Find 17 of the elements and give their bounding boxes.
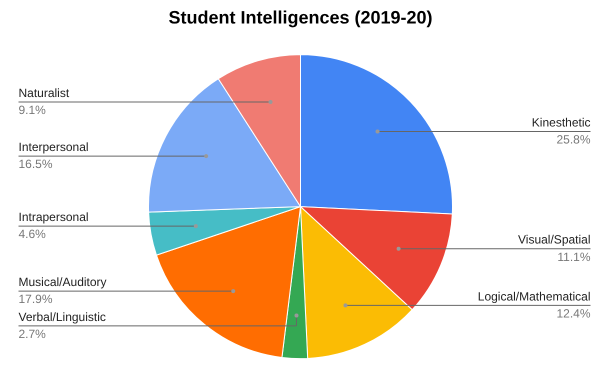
slice-label: Visual/Spatial [518,232,591,247]
chart-title: Student Intelligences (2019-20) [168,8,433,28]
data-label: 11.1% [557,250,591,264]
data-label: 25.8% [556,132,591,146]
data-label: 12.4% [556,306,591,320]
data-label: 17.9% [18,292,53,306]
slice-label: Musical/Auditory [18,275,107,290]
data-label: 2.7% [18,326,46,341]
slice-label: Naturalist [18,86,70,100]
slice-label: Kinesthetic [532,115,591,130]
slice-label: Verbal/Linguistic [18,310,106,324]
slice-label: Interpersonal [18,140,89,154]
data-label: 16.5% [18,157,53,172]
data-label: 9.1% [18,103,46,118]
slice-label: Intrapersonal [18,210,89,224]
data-label: 4.6% [18,227,46,242]
slice-label: Logical/Mathematical [478,289,591,304]
